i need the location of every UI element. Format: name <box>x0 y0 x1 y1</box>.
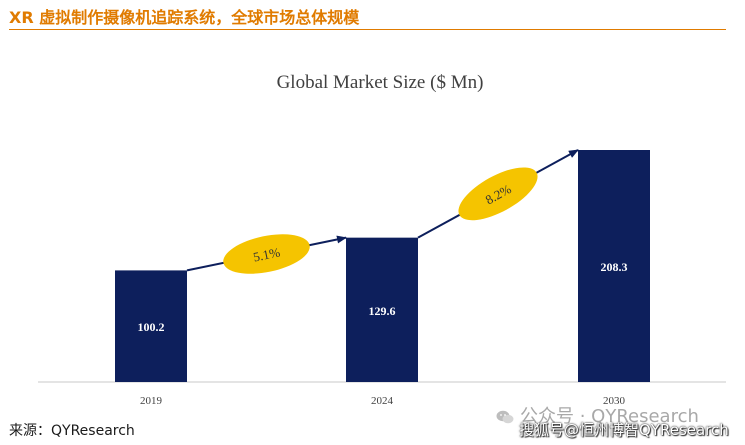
bar-2019 <box>115 270 187 382</box>
x-tick-label: 2019 <box>140 395 163 407</box>
x-tick-label: 2030 <box>603 395 626 407</box>
chart-title: Global Market Size ($ Mn) <box>277 72 484 93</box>
growth-bubble <box>223 234 310 274</box>
page-title: XR 虚拟制作摄像机追踪系统，全球市场总体规模 <box>9 8 360 27</box>
wechat-icon <box>496 410 514 424</box>
bar-value-label: 100.2 <box>138 320 165 334</box>
growth-bubble <box>458 167 538 221</box>
watermark-top: 公众号 · QYResearch <box>496 402 699 428</box>
bar-2030 <box>578 150 650 382</box>
x-tick-label: 2024 <box>371 395 394 407</box>
bar-2024 <box>346 237 418 382</box>
bar-value-label: 129.6 <box>369 304 396 318</box>
bar-value-label: 208.3 <box>601 260 628 274</box>
source-note: 来源：QYResearch <box>9 423 135 439</box>
growth-rate-label: 5.1% <box>252 244 282 264</box>
header-divider <box>9 29 726 30</box>
watermark-top-text: 公众号 · QYResearch <box>520 406 699 427</box>
watermark-bottom: 搜狐号@恒州博智QYResearch <box>519 421 729 439</box>
